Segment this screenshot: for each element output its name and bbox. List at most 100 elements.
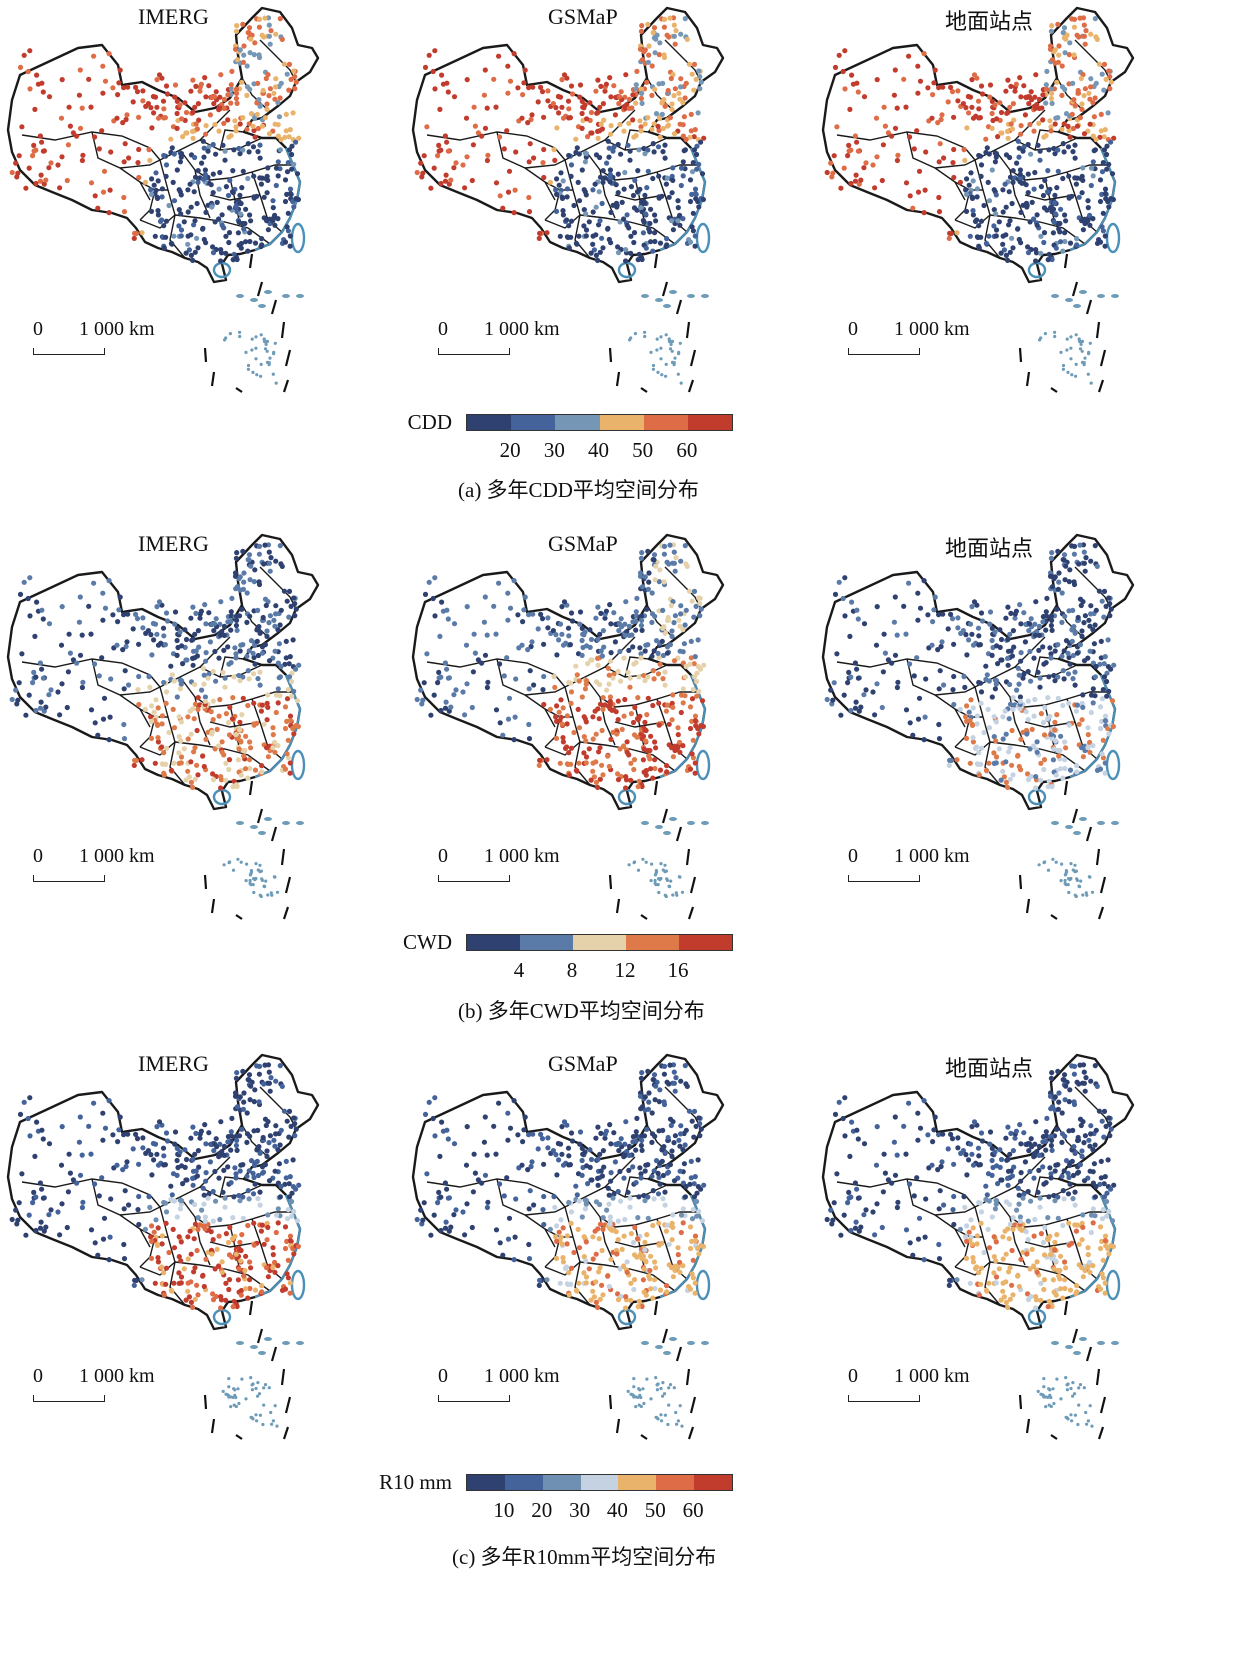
station-point bbox=[156, 599, 163, 605]
station-point bbox=[520, 1139, 526, 1145]
station-point bbox=[201, 1283, 207, 1290]
station-point bbox=[77, 1114, 83, 1120]
province-boundary bbox=[579, 214, 676, 245]
station-point bbox=[244, 653, 250, 659]
station-point bbox=[969, 194, 975, 200]
island-mark bbox=[669, 290, 677, 294]
station-point bbox=[284, 1118, 290, 1124]
station-point bbox=[642, 1168, 648, 1174]
station-point bbox=[645, 695, 651, 701]
station-point bbox=[268, 555, 274, 561]
station-point bbox=[1008, 648, 1014, 654]
station-point bbox=[559, 604, 565, 610]
station-point bbox=[424, 1171, 430, 1177]
station-point bbox=[596, 189, 602, 195]
station-point bbox=[1058, 239, 1064, 245]
station-point bbox=[573, 767, 579, 773]
station-point bbox=[32, 633, 38, 639]
south-sea-island bbox=[1082, 361, 1086, 365]
station-point bbox=[256, 1071, 262, 1077]
province-boundary bbox=[119, 636, 231, 696]
station-point bbox=[1052, 151, 1058, 157]
station-point bbox=[1038, 760, 1044, 766]
station-point bbox=[1087, 222, 1093, 228]
station-point bbox=[671, 1178, 678, 1184]
station-point bbox=[479, 133, 485, 139]
station-point bbox=[290, 637, 296, 643]
station-point bbox=[221, 96, 227, 102]
south-sea-island bbox=[1067, 877, 1071, 881]
station-point bbox=[595, 662, 601, 668]
station-point bbox=[999, 130, 1005, 136]
station-point bbox=[642, 121, 648, 127]
station-point bbox=[251, 700, 257, 706]
taiwan-island bbox=[695, 222, 711, 254]
station-point bbox=[237, 1168, 243, 1174]
station-point bbox=[229, 1236, 236, 1242]
map-panel: 地面站点 0 1 000 km bbox=[815, 0, 1175, 400]
station-point bbox=[998, 777, 1004, 783]
station-point bbox=[262, 542, 268, 548]
station-point bbox=[234, 584, 241, 590]
station-point bbox=[962, 684, 968, 690]
station-point bbox=[557, 94, 564, 100]
station-point bbox=[885, 657, 891, 663]
station-point bbox=[194, 1247, 200, 1254]
station-point bbox=[134, 89, 141, 95]
station-point bbox=[278, 1183, 284, 1190]
province-boundary bbox=[989, 741, 1086, 772]
station-point bbox=[617, 746, 623, 752]
station-point bbox=[915, 189, 922, 195]
south-sea-island bbox=[254, 346, 258, 350]
station-point bbox=[273, 558, 279, 564]
station-point bbox=[937, 668, 943, 674]
station-point bbox=[74, 133, 80, 139]
island-mark bbox=[669, 1337, 677, 1341]
south-sea-island bbox=[642, 1401, 646, 1406]
south-sea-island bbox=[248, 873, 252, 877]
south-sea-island bbox=[244, 1397, 248, 1401]
station-point bbox=[617, 219, 623, 225]
maritime-boundary-dash bbox=[235, 914, 243, 920]
station-point bbox=[993, 233, 999, 239]
station-point bbox=[1059, 92, 1065, 98]
station-point bbox=[1094, 563, 1100, 569]
station-point bbox=[124, 112, 130, 118]
station-point bbox=[497, 1181, 503, 1187]
station-point bbox=[647, 747, 653, 754]
station-point bbox=[237, 1247, 243, 1253]
station-point bbox=[686, 1108, 692, 1114]
station-point bbox=[264, 745, 270, 751]
station-point bbox=[493, 1151, 499, 1157]
station-point bbox=[608, 209, 614, 215]
station-point bbox=[80, 679, 86, 685]
station-point bbox=[192, 218, 198, 224]
station-point bbox=[634, 1115, 640, 1121]
station-point bbox=[642, 151, 648, 157]
station-point bbox=[281, 1108, 287, 1114]
station-point bbox=[656, 654, 662, 661]
legend-color-bar bbox=[466, 414, 733, 431]
station-point bbox=[1102, 233, 1108, 239]
station-point bbox=[295, 196, 301, 203]
panel-title: IMERG bbox=[138, 4, 209, 29]
section-caption: (b) 多年CWD平均空间分布 bbox=[458, 999, 705, 1023]
station-point bbox=[57, 712, 63, 718]
station-point bbox=[245, 668, 251, 674]
legend-swatch bbox=[599, 415, 644, 430]
province-boundary bbox=[614, 194, 666, 201]
station-point bbox=[196, 644, 202, 650]
station-point bbox=[110, 612, 116, 618]
station-point bbox=[1025, 190, 1031, 196]
station-point bbox=[66, 631, 72, 637]
station-point bbox=[190, 662, 196, 668]
station-point bbox=[259, 763, 265, 769]
station-point bbox=[228, 133, 234, 139]
station-point bbox=[568, 162, 575, 168]
station-point bbox=[155, 739, 161, 745]
station-point bbox=[631, 230, 638, 236]
station-point bbox=[583, 1280, 589, 1286]
station-point bbox=[1106, 68, 1112, 74]
station-point bbox=[1037, 684, 1043, 690]
station-point bbox=[482, 67, 488, 73]
